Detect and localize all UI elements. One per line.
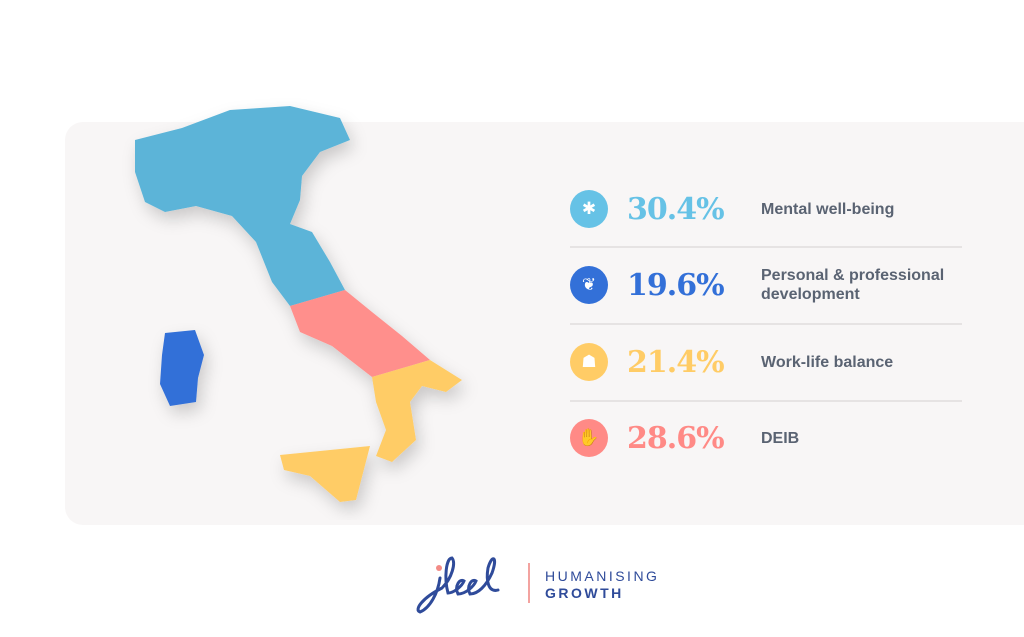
stat-row-deib: ✋ 28.6% DEIB [570, 408, 962, 468]
stat-value: 19.6% [627, 267, 725, 303]
logo-divider [528, 563, 530, 603]
map-region-sicily [280, 446, 370, 502]
map-region-sardinia [160, 330, 204, 406]
map-region-north [135, 106, 350, 306]
head-icon: ✱ [570, 190, 608, 228]
stat-label: Personal & professional development [761, 267, 945, 303]
stat-row-work-life: ☗ 21.4% Work-life balance [570, 332, 962, 392]
divider [570, 323, 962, 325]
map-region-south [372, 360, 462, 462]
stat-value: 28.6% [627, 420, 725, 456]
tagline-line-2: GROWTH [545, 585, 624, 601]
tagline-line-1: HUMANISING [545, 568, 660, 584]
stat-label: Work-life balance [761, 353, 894, 371]
divider [570, 400, 962, 402]
stat-label: DEIB [761, 429, 800, 447]
stacked-stones-icon: ☗ [570, 343, 608, 381]
tagline: HUMANISING GROWTH [545, 568, 659, 602]
stat-row-development: ❦ 19.6% Personal & professional developm… [570, 255, 962, 315]
stat-value: 30.4% [627, 191, 725, 227]
divider [570, 246, 962, 248]
stat-row-mental-wellbeing: ✱ 30.4% Mental well-being [570, 179, 962, 239]
ifeel-logo [416, 556, 500, 614]
italy-map [135, 106, 462, 502]
hands-icon: ✋ [570, 419, 608, 457]
leaves-icon: ❦ [570, 266, 608, 304]
map-region-center [290, 290, 430, 377]
stat-value: 21.4% [627, 344, 725, 380]
stat-label: Mental well-being [761, 200, 895, 218]
